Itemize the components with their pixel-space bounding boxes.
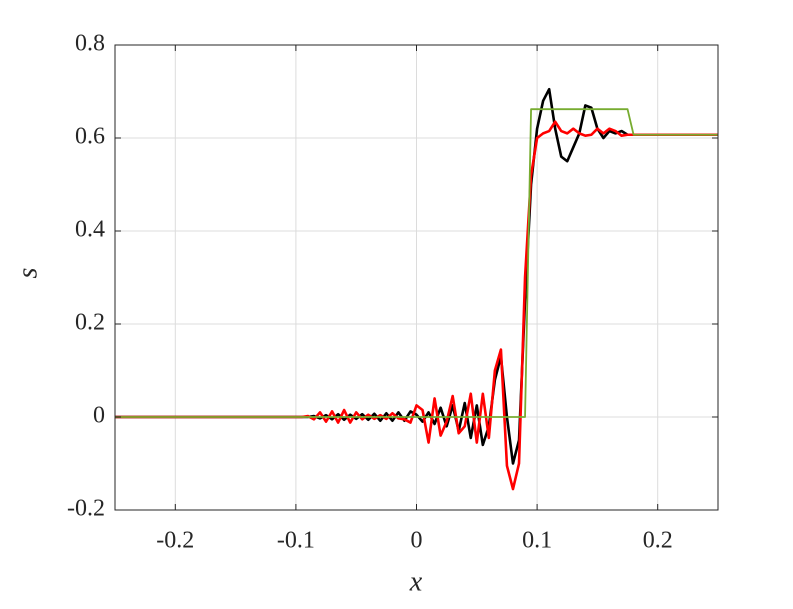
y-tick-label: 0.6 [75,124,105,150]
x-tick-label: -0.2 [156,528,194,554]
x-tick-label: 0.1 [522,528,552,554]
x-axis-label: x [409,566,423,597]
y-tick-label: 0.2 [75,310,105,336]
x-tick-label: 0 [411,528,423,554]
y-tick-label: 0.8 [75,31,105,57]
plot-area [115,87,718,491]
data-line [115,87,718,465]
y-tick-label: 0 [93,403,105,429]
x-tick-label: 0.2 [643,528,673,554]
data-line [115,108,718,418]
y-axis-label: s [12,267,43,278]
data-line [115,120,718,491]
y-tick-label: -0.2 [67,496,105,522]
x-tick-label: -0.1 [277,528,315,554]
y-tick-label: 0.4 [75,217,105,243]
